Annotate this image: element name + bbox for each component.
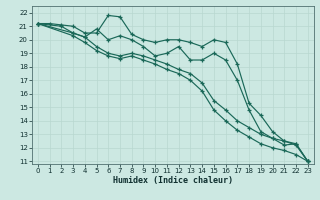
X-axis label: Humidex (Indice chaleur): Humidex (Indice chaleur) xyxy=(113,176,233,185)
